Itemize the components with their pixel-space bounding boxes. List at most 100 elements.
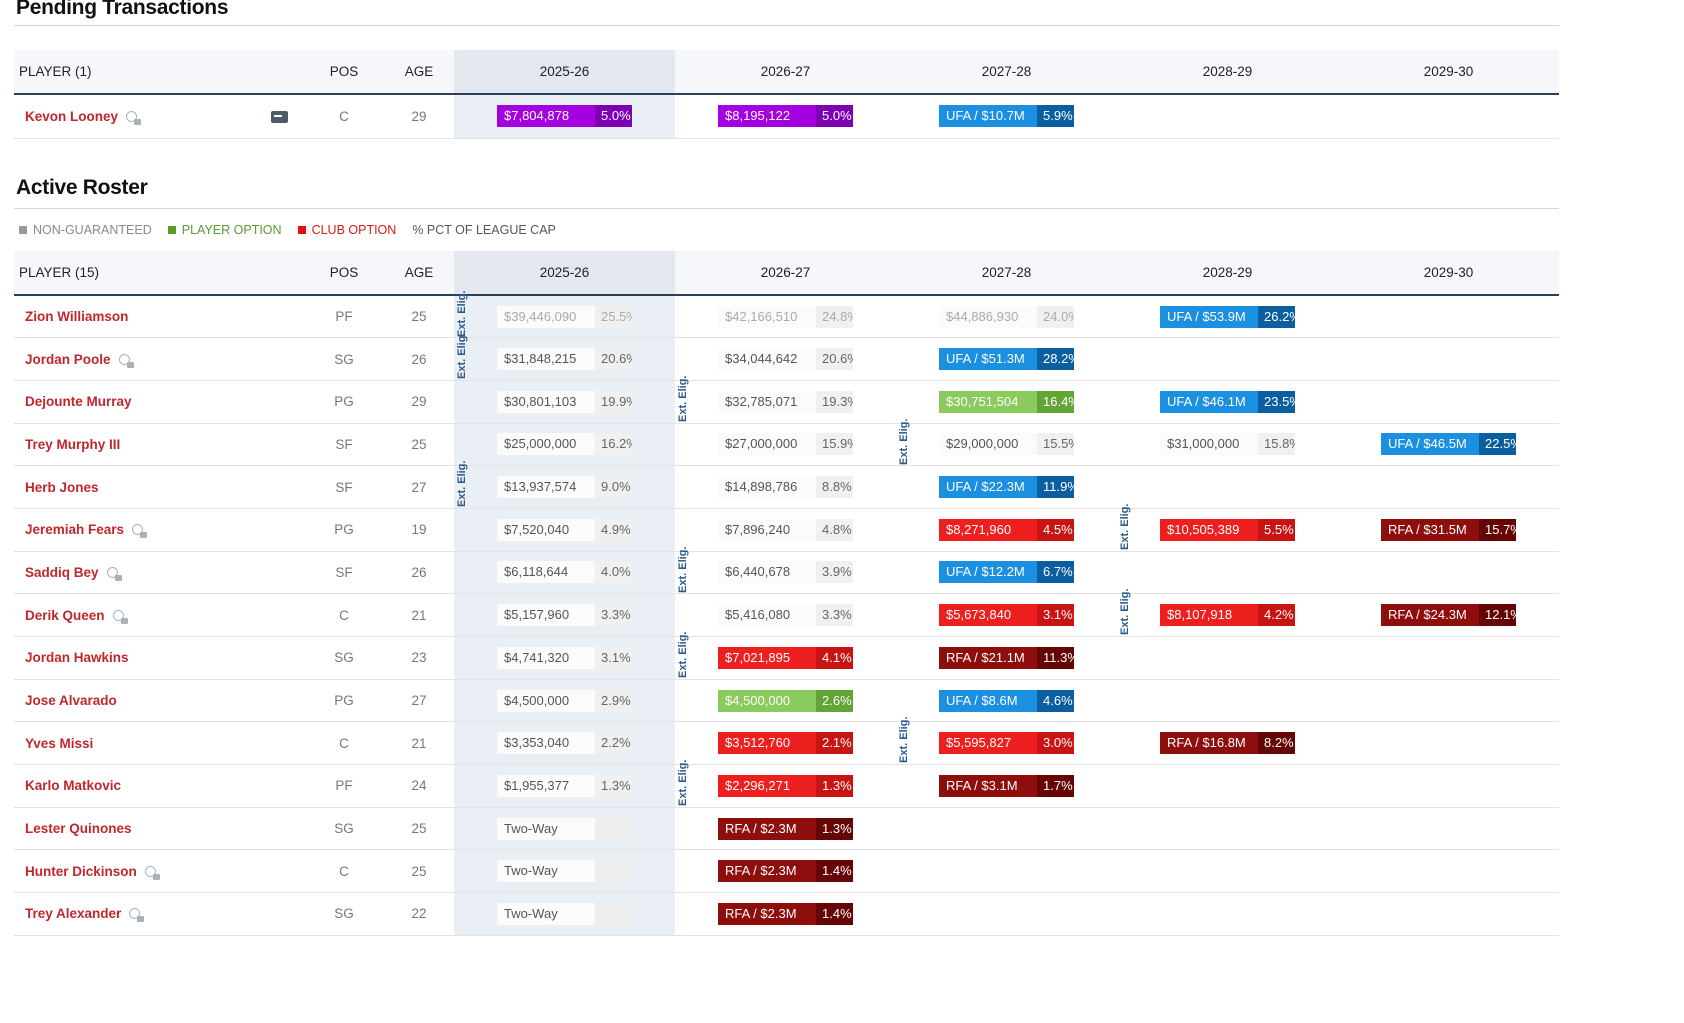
col-2026-27[interactable]: 2026-27 xyxy=(675,251,896,296)
salary-pill[interactable]: $8,107,918 4.2% xyxy=(1160,604,1295,627)
salary-pill[interactable]: $7,804,878 5.0% xyxy=(497,105,632,128)
player-link[interactable]: Jordan Poole xyxy=(25,351,111,367)
salary-cell: $14,898,786 8.8% xyxy=(675,465,896,509)
salary-pill[interactable]: Two-Way xyxy=(497,860,632,883)
col-2028-29[interactable]: 2028-29 xyxy=(1117,251,1338,296)
salary-pill[interactable]: $7,021,895 4.1% xyxy=(718,646,853,669)
col-2027-28[interactable]: 2027-28 xyxy=(896,50,1117,95)
player-link[interactable]: Jose Alvarado xyxy=(25,693,117,709)
salary-pill[interactable]: RFA / $2.3M 1.4% xyxy=(718,860,853,883)
salary-pill[interactable]: $5,157,960 3.3% xyxy=(497,604,632,627)
col-2028-29[interactable]: 2028-29 xyxy=(1117,50,1338,95)
player-link[interactable]: Zion Williamson xyxy=(25,309,129,325)
player-link[interactable]: Trey Murphy III xyxy=(25,436,121,452)
salary-pill[interactable]: $4,500,000 2.6% xyxy=(718,689,853,712)
player-link[interactable]: Karlo Matkovic xyxy=(25,778,122,794)
salary-pill[interactable]: $7,896,240 4.8% xyxy=(718,518,853,541)
agent-icon[interactable] xyxy=(106,566,122,581)
salary-pill[interactable]: $8,195,122 5.0% xyxy=(718,105,853,128)
salary-pill[interactable]: $10,505,389 5.5% xyxy=(1160,518,1295,541)
salary-pill[interactable]: $4,500,000 2.9% xyxy=(497,689,632,712)
player-cell: Jose Alvarado xyxy=(14,679,304,723)
col-player[interactable]: PLAYER (15) xyxy=(14,251,304,296)
agent-icon[interactable] xyxy=(112,609,128,624)
player-link[interactable]: Saddiq Bey xyxy=(25,564,99,580)
player-link[interactable]: Yves Missi xyxy=(25,735,94,751)
salary-cell: $7,021,895 4.1% Ext. Elig. xyxy=(675,632,896,680)
salary-pill[interactable]: RFA / $16.8M 8.2% xyxy=(1160,732,1295,755)
player-link[interactable]: Derik Queen xyxy=(25,607,105,623)
salary-pill[interactable]: $4,741,320 3.1% xyxy=(497,646,632,669)
salary-pill[interactable]: $5,595,827 3.0% xyxy=(939,732,1074,755)
player-link[interactable]: Lester Quinones xyxy=(25,821,132,837)
agent-icon[interactable] xyxy=(144,865,160,880)
transaction-card-icon[interactable] xyxy=(271,111,288,123)
col-age[interactable]: AGE xyxy=(384,50,454,95)
col-2025-26[interactable]: 2025-26 xyxy=(454,251,675,296)
player-link[interactable]: Kevon Looney xyxy=(25,108,119,124)
salary-pill[interactable]: $7,520,040 4.9% xyxy=(497,518,632,541)
salary-pill[interactable]: $1,955,377 1.3% xyxy=(497,774,632,797)
salary-pill[interactable]: RFA / $2.3M 1.3% xyxy=(718,817,853,840)
salary-pill[interactable]: RFA / $3.1M 1.7% xyxy=(939,774,1074,797)
col-pos[interactable]: POS xyxy=(304,251,384,296)
salary-pill[interactable]: $3,512,760 2.1% xyxy=(718,732,853,755)
salary-pill[interactable]: $6,118,644 4.0% xyxy=(497,561,632,584)
salary-pill[interactable]: $2,296,271 1.3% xyxy=(718,774,853,797)
player-link[interactable]: Herb Jones xyxy=(25,479,99,495)
salary-pill[interactable]: $3,353,040 2.2% xyxy=(497,732,632,755)
col-pos[interactable]: POS xyxy=(304,50,384,95)
player-link[interactable]: Trey Alexander xyxy=(25,906,122,922)
salary-pill[interactable]: UFA / $8.6M 4.6% xyxy=(939,689,1074,712)
col-2029-30[interactable]: 2029-30 xyxy=(1338,50,1559,95)
col-2027-28[interactable]: 2027-28 xyxy=(896,251,1117,296)
salary-pill[interactable]: $5,673,840 3.1% xyxy=(939,604,1074,627)
salary-pill[interactable]: UFA / $12.2M 6.7% xyxy=(939,561,1074,584)
player-link[interactable]: Hunter Dickinson xyxy=(25,863,137,879)
player-link[interactable]: Jeremiah Fears xyxy=(25,522,125,538)
salary-pill[interactable]: Two-Way xyxy=(497,902,632,925)
agent-icon[interactable] xyxy=(132,524,148,539)
salary-pill[interactable]: $8,271,960 4.5% xyxy=(939,518,1074,541)
agent-icon[interactable] xyxy=(129,908,145,923)
salary-pill[interactable]: Two-Way xyxy=(497,817,632,840)
col-2029-30[interactable]: 2029-30 xyxy=(1338,251,1559,296)
col-2026-27[interactable]: 2026-27 xyxy=(675,50,896,95)
salary-pill[interactable]: UFA / $10.7M 5.9% xyxy=(939,105,1074,128)
col-2025-26[interactable]: 2025-26 xyxy=(454,50,675,95)
player-link[interactable]: Jordan Hawkins xyxy=(25,650,129,666)
player-link[interactable]: Dejounte Murray xyxy=(25,394,132,410)
col-player[interactable]: PLAYER (1) xyxy=(14,50,304,95)
col-age[interactable]: AGE xyxy=(384,251,454,296)
salary-pill[interactable]: RFA / $2.3M 1.4% xyxy=(718,902,853,925)
salary-pill[interactable]: $5,416,080 3.3% xyxy=(718,604,853,627)
agent-icon[interactable] xyxy=(118,353,134,368)
salary-pill[interactable]: $14,898,786 8.8% xyxy=(718,476,853,499)
salary-pill[interactable]: $6,440,678 3.9% xyxy=(718,561,853,584)
agent-icon[interactable] xyxy=(126,110,142,125)
salary-pill[interactable]: $13,937,574 9.0% xyxy=(497,476,632,499)
